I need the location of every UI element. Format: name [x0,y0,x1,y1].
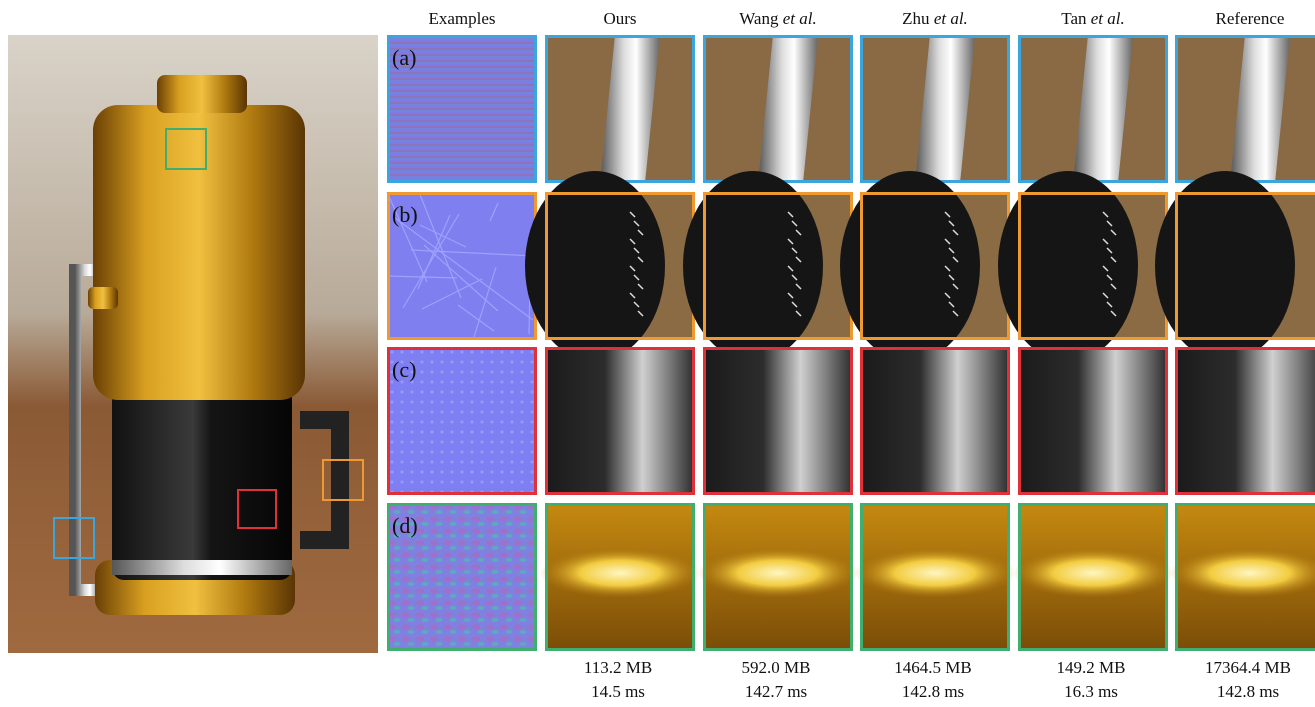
time: 142.8 ms [1217,682,1279,701]
row-label: (c) [392,357,416,382]
teaser-render [8,35,378,653]
tile [1175,35,1315,183]
tile [1018,35,1168,183]
header-italic: et al. [934,9,968,28]
header-name: Tan [1061,9,1087,28]
memory: 113.2 MB [584,658,652,677]
figure: ExamplesOursWang et al.Zhu et al.Tan et … [0,0,1315,702]
header-name: Examples [428,9,495,28]
tile [860,347,1010,495]
column-header: Wang et al. [739,9,816,28]
page: ExamplesOursWang et al.Zhu et al.Tan et … [0,0,1315,702]
tile [1013,503,1173,651]
row-label: (d) [392,513,418,538]
memory: 17364.4 MB [1205,658,1291,677]
memory: 149.2 MB [1057,658,1126,677]
tile [1170,503,1315,651]
gradient [703,347,853,495]
gradient [1175,347,1315,495]
tile [540,503,700,651]
time: 14.5 ms [591,682,645,701]
tile [698,503,858,651]
tile [840,171,1010,361]
row-label: (a) [392,45,416,70]
header-name: Wang [739,9,779,28]
time: 142.8 ms [902,682,964,701]
gradient [545,347,695,495]
time: 16.3 ms [1064,682,1118,701]
tile [703,35,853,183]
tile [1018,347,1168,495]
gradient [860,347,1010,495]
column-header: Zhu et al. [902,9,968,28]
tile [703,347,853,495]
header-name: Reference [1216,9,1285,28]
glint [540,548,700,598]
column-header: Tan et al. [1061,9,1125,28]
header-italic: et al. [783,9,817,28]
header-name: Ours [603,9,636,28]
tile [1175,347,1315,495]
column-header: Reference [1216,9,1285,28]
tile [860,35,1010,183]
header-italic: et al. [1091,9,1125,28]
glint [855,548,1015,598]
glint [698,548,858,598]
tile [545,347,695,495]
tile [525,171,695,361]
tile [545,35,695,183]
column-header: Ours [603,9,636,28]
gradient [1018,347,1168,495]
header-name: Zhu [902,9,930,28]
column-header: Examples [428,9,495,28]
row-label: (b) [392,202,418,227]
tile [683,171,853,361]
glint [1013,548,1173,598]
time: 142.7 ms [745,682,807,701]
tile [1155,171,1315,361]
tile [998,171,1168,361]
tile [855,503,1015,651]
memory: 1464.5 MB [894,658,971,677]
memory: 592.0 MB [742,658,811,677]
